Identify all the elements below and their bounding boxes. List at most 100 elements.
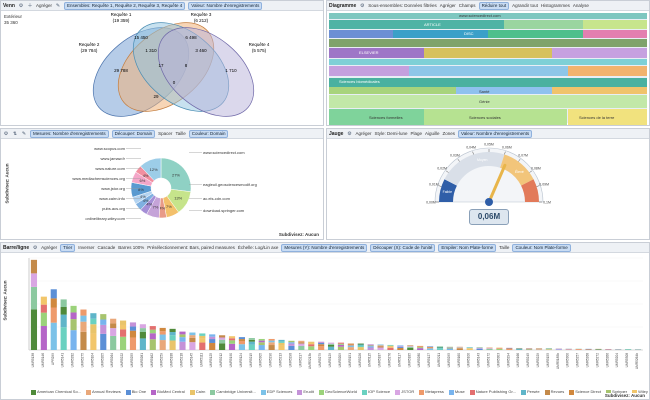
- invert-button[interactable]: Inverser: [78, 245, 95, 250]
- reduce-button[interactable]: Réduire tout: [478, 1, 510, 10]
- gauge-tick-label: 0,00M: [426, 201, 436, 205]
- display-chip[interactable]: Empiler: Nom Plate-forme: [438, 243, 497, 252]
- bar-legend-item[interactable]: Erudit: [297, 389, 314, 395]
- color-chip[interactable]: Couleur: Nom Plate-forme: [512, 243, 571, 252]
- bar-segment: [120, 324, 127, 330]
- venn-region-2: 29 788: [114, 68, 128, 73]
- aggregate-button[interactable]: Agréger: [41, 245, 58, 250]
- donut-chart[interactable]: 27%13%7%4%7%4%4%4%8%6%4%12%www.scopus.co…: [1, 140, 324, 240]
- bar-legend-item[interactable]: Cairn: [189, 389, 206, 395]
- bar-legend-item[interactable]: Bio One: [125, 389, 147, 395]
- value-chip[interactable]: Valeur: Nombre d'enregistrements: [458, 129, 533, 138]
- settings-icon[interactable]: ⚙: [3, 130, 9, 137]
- analysis-button[interactable]: Analyse: [572, 3, 589, 8]
- bar-segment: [149, 333, 156, 340]
- size-button[interactable]: Taille: [499, 245, 510, 250]
- bar-segment: [258, 342, 265, 346]
- bar-segment: [347, 343, 354, 345]
- aggregate-button[interactable]: Agréger: [35, 3, 52, 8]
- legend-swatch: [318, 389, 324, 395]
- split-chip[interactable]: Découper (X): Code de l'unité: [370, 243, 436, 252]
- bar-legend-item[interactable]: Science Direct: [569, 389, 601, 395]
- spacing-button[interactable]: Spacer: [158, 131, 173, 136]
- bar-legend-item[interactable]: Cambridge Universit...: [210, 389, 256, 395]
- cascade-button[interactable]: Cascade: [97, 245, 116, 250]
- bar-legend-item[interactable]: Springer: [605, 389, 627, 395]
- style-button[interactable]: Style: Demi-lune: [374, 131, 408, 136]
- legend-swatch: [469, 389, 475, 395]
- bar-segment: [100, 324, 107, 334]
- bar-legend-item[interactable]: Revues: [544, 389, 564, 395]
- sort-icon[interactable]: ⇅: [12, 130, 18, 137]
- donut-right-label: eagleuil.geosciencesmodif.org: [203, 182, 257, 187]
- bar-category-label: UMR5295: [447, 353, 451, 368]
- treemap-toolbar: Diagramme ⚙ Sous-ensembles: Données filt…: [327, 1, 649, 11]
- legend-label: EDP Sciences: [266, 389, 293, 395]
- ranges-button[interactable]: Plage: [410, 131, 422, 136]
- bar-legend-item[interactable]: JSTOR: [395, 389, 414, 395]
- size-button[interactable]: Taille: [175, 131, 186, 136]
- split-chip[interactable]: Découper: Domain: [111, 129, 156, 138]
- histograms-button[interactable]: Histogrammes: [540, 3, 570, 8]
- bar-segment: [417, 347, 424, 349]
- donut-right-label: download.springer.com: [203, 208, 245, 213]
- gauge-tick: [445, 170, 449, 173]
- bar-segment: [238, 337, 245, 340]
- bar-segment: [139, 331, 146, 339]
- legend-label: Bio One: [131, 389, 147, 395]
- bar-legend-item[interactable]: Persée: [520, 389, 540, 395]
- gauge-chart[interactable]: 0,00M 0,01M 0,02M 0,03M 0,04M 0,05M 0,06M 0,07M…: [327, 140, 650, 240]
- bar-legend-item[interactable]: Muse: [448, 389, 465, 395]
- legend-swatch: [210, 389, 216, 395]
- settings-icon[interactable]: ⚙: [359, 2, 365, 9]
- venn-set-label-1: Requête 2: [79, 42, 100, 47]
- needle-button[interactable]: Aiguille: [425, 131, 440, 136]
- treemap-area[interactable]: www.sciencedirect.com ARTICLE DISC ELSEV…: [329, 13, 647, 125]
- venn-diagram[interactable]: Requête 2 (29 784) Requête 1 (19 359) Re…: [1, 12, 324, 126]
- sort-button[interactable]: Trier: [60, 243, 76, 252]
- bar-legend-item[interactable]: Wiley: [632, 389, 648, 395]
- value-chip[interactable]: Valeur: Nombre d'enregistrements: [188, 1, 263, 10]
- fields-button[interactable]: Champs: [458, 3, 476, 8]
- legend-swatch: [125, 389, 131, 395]
- expand-button[interactable]: Agrandir tout: [512, 3, 538, 8]
- aggregate-button[interactable]: Agréger: [355, 131, 372, 136]
- measures-chip[interactable]: Mesures (Y): Nombre d'enregistrements: [281, 243, 368, 252]
- bar-segment: [50, 307, 57, 323]
- wrench-icon[interactable]: ✎: [21, 130, 27, 137]
- aggregate-button[interactable]: Agréger: [439, 3, 456, 8]
- zones-button[interactable]: Zones: [442, 131, 456, 136]
- bar-legend-item[interactable]: Nature Publishing Gr...: [469, 389, 516, 395]
- legend-swatch: [569, 389, 575, 395]
- bar-segment: [199, 335, 206, 339]
- bar-segment: [308, 342, 315, 345]
- bar-category-label: UMR5145: [189, 353, 193, 368]
- color-chip[interactable]: Couleur: Domain: [188, 129, 229, 138]
- settings-icon[interactable]: ⚙: [347, 130, 352, 137]
- sets-chip[interactable]: Ensembles: Requête 1, Requête 2, Requête…: [63, 1, 186, 10]
- preselection-button[interactable]: Présélectionnement: Bars, paired measure…: [147, 245, 235, 250]
- settings-icon[interactable]: ⚙: [18, 2, 24, 9]
- bar-legend-item[interactable]: EDP Sciences: [260, 389, 293, 395]
- bar-legend-item[interactable]: Metapress: [419, 389, 444, 395]
- bars100-button[interactable]: Barres 100%: [118, 245, 145, 250]
- wrench-icon[interactable]: ✎: [55, 2, 61, 9]
- bar-legend-item[interactable]: IOP Science: [362, 389, 390, 395]
- subsets-button[interactable]: Sous-ensembles: Données filtrées: [368, 3, 437, 8]
- bar-legend-item[interactable]: GeoScienceWorld: [318, 389, 357, 395]
- settings-icon[interactable]: ⚙: [32, 244, 38, 251]
- venn-set-count-3: (5 575): [252, 48, 267, 53]
- bar-segment: [228, 338, 236, 341]
- bar-category-label: UMR5212: [219, 353, 223, 368]
- venn-outside-value: 35 360: [4, 20, 18, 25]
- bar-category-label: UMR5266: [605, 353, 609, 368]
- bar-legend-item[interactable]: American Chemical So...: [31, 389, 81, 395]
- bar-category-label: UMR5155: [546, 353, 550, 368]
- legend-label: Cairn: [195, 389, 206, 395]
- bar-legend-item[interactable]: Annual Reviews: [86, 389, 121, 395]
- bar-chart[interactable]: UMR5138 UMR5146 UPR299 UMR5141 UMR5282 UMR527…: [1, 254, 650, 386]
- measure-chip[interactable]: Mesures: Nombre d'enregistrements: [30, 129, 109, 138]
- log-button[interactable]: Échelle: Log/Lin axe: [237, 245, 279, 250]
- bar-legend-item[interactable]: BioMed Central: [151, 389, 185, 395]
- aggregate-icon[interactable]: ＋: [27, 2, 33, 9]
